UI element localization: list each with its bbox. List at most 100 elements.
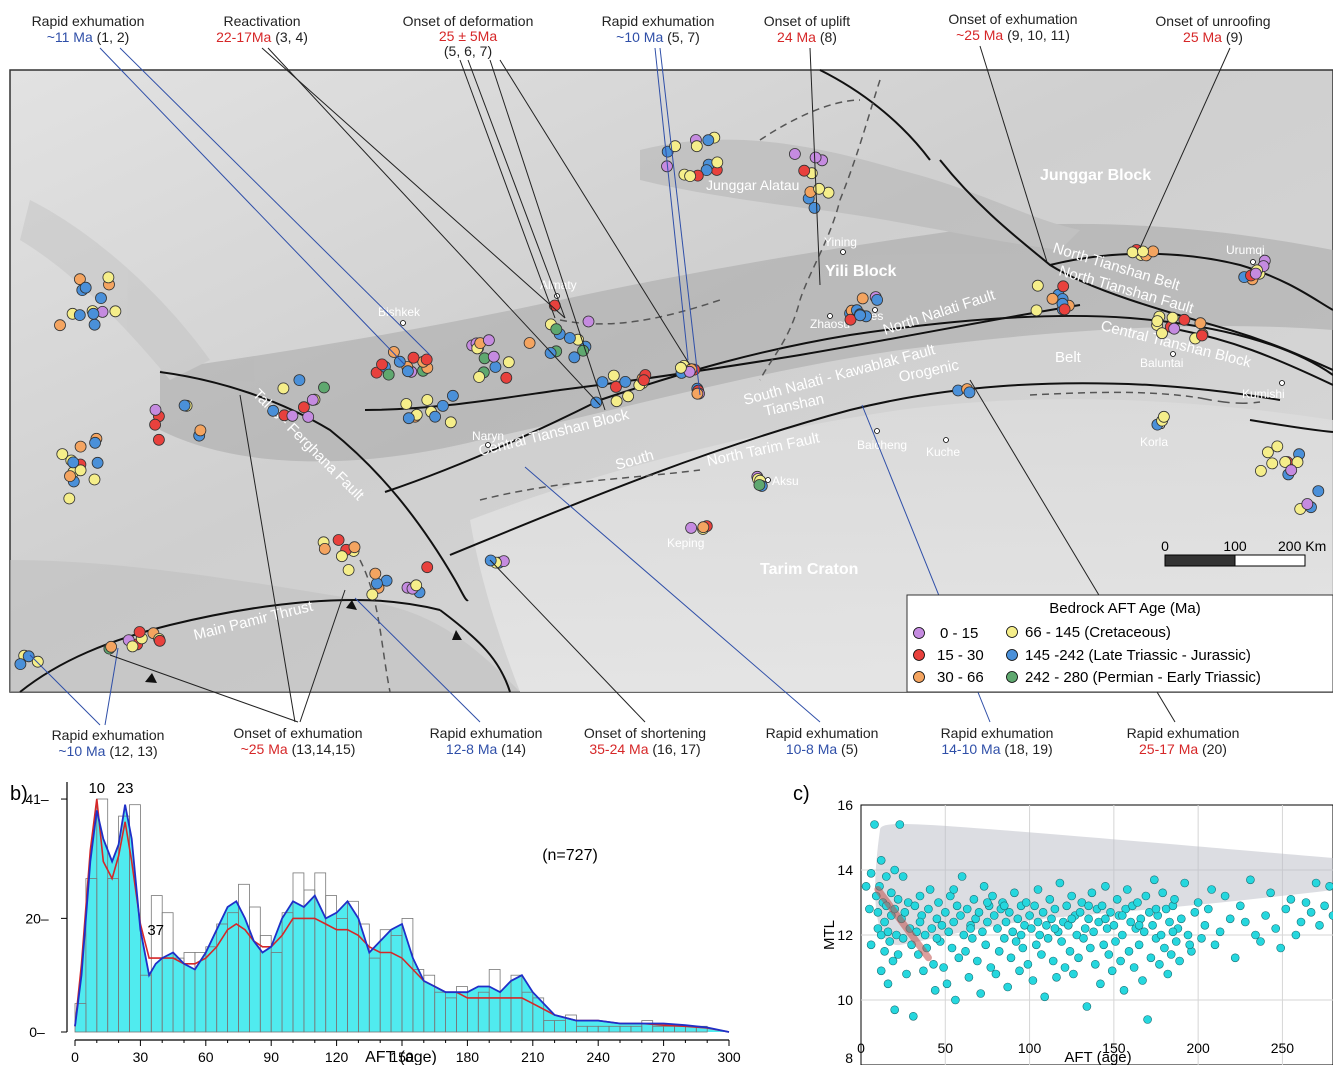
aft-sample-point bbox=[808, 201, 821, 214]
annotation-age: 22-17Ma bbox=[216, 29, 271, 45]
aft-sample-point bbox=[610, 380, 622, 393]
scatter-point bbox=[1065, 946, 1075, 956]
annotation-refs: (8) bbox=[816, 29, 837, 45]
scatter-point bbox=[1099, 940, 1108, 950]
scatter-point bbox=[1096, 979, 1105, 989]
city-label: Bishkek bbox=[378, 305, 421, 319]
panel-label-b: b) bbox=[10, 783, 28, 805]
scatter-point bbox=[883, 927, 893, 937]
scatter-point bbox=[1220, 891, 1230, 901]
scatter-point bbox=[1043, 933, 1053, 943]
legend-note: (Cretaceous) bbox=[1080, 624, 1171, 641]
city-label: Kumishi bbox=[1242, 387, 1285, 401]
scatter-point bbox=[949, 917, 959, 927]
annotation-title: Rapid exhumation bbox=[430, 725, 543, 741]
scatter-point bbox=[1080, 924, 1090, 933]
annotation-refs: (3, 4) bbox=[271, 29, 308, 45]
city-label: Naryn bbox=[472, 429, 504, 443]
scatter-point bbox=[1028, 976, 1038, 985]
scatter-point bbox=[1129, 963, 1139, 972]
scatter-axes: 0 50 100 150 200 250 8 10 12 14 16 bbox=[837, 797, 1294, 1065]
scatter-point bbox=[1107, 966, 1117, 976]
leader-line bbox=[104, 647, 119, 726]
scatter-point bbox=[1055, 878, 1065, 888]
scatter-point bbox=[966, 924, 975, 933]
scatter-point bbox=[1325, 882, 1333, 891]
scatter-point bbox=[1118, 930, 1127, 940]
scatter-point bbox=[1177, 914, 1186, 924]
scatter-point bbox=[893, 950, 903, 959]
sample-count-label: (n=727) bbox=[542, 847, 598, 864]
svg-text:~10 Ma (5, 7): ~10 Ma (5, 7) bbox=[616, 29, 700, 45]
density-curve-blue bbox=[74, 804, 730, 1033]
scatter-point bbox=[964, 972, 974, 982]
x-tick-label: 100 bbox=[1018, 1040, 1042, 1056]
leader-line bbox=[979, 45, 1048, 263]
fault-lines bbox=[19, 69, 1333, 693]
scatter-point bbox=[1236, 901, 1245, 911]
annotation-title: Reactivation bbox=[223, 13, 300, 29]
scatter-point bbox=[993, 924, 1002, 933]
leader-line bbox=[299, 589, 346, 723]
scatter-point bbox=[1116, 956, 1125, 966]
annotation-refs: (9) bbox=[1222, 29, 1243, 45]
aft-sample-point bbox=[277, 382, 290, 395]
scatter-point bbox=[1155, 959, 1164, 969]
svg-text:25-17 Ma (20): 25-17 Ma (20) bbox=[1139, 741, 1227, 757]
aft-sample-point bbox=[380, 574, 393, 587]
x-tick-label: 200 bbox=[1186, 1040, 1210, 1056]
scatter-point bbox=[1151, 904, 1161, 914]
aft-sample-point bbox=[500, 371, 513, 384]
aft-sample-point bbox=[675, 361, 687, 374]
annotation-title: Rapid exhumation bbox=[52, 727, 165, 743]
aft-sample-point bbox=[1285, 464, 1298, 477]
scatter-point bbox=[956, 911, 965, 920]
leader-line bbox=[29, 654, 101, 726]
scatter-point bbox=[986, 963, 996, 972]
peak-label: 10 bbox=[88, 780, 105, 797]
scatter-point bbox=[1251, 930, 1260, 940]
scatter-point bbox=[1320, 901, 1329, 911]
scatter-point bbox=[1040, 992, 1049, 1002]
annotation-age: 12-8 Ma bbox=[446, 741, 498, 757]
legend-swatch bbox=[1006, 626, 1018, 638]
scatter-point bbox=[1197, 933, 1206, 943]
scatter-point bbox=[1133, 898, 1142, 907]
scatter-point bbox=[1119, 985, 1129, 995]
scatter-point bbox=[870, 820, 879, 829]
annotation-title: Onset of deformation bbox=[403, 13, 534, 29]
scatter-point bbox=[888, 956, 898, 966]
scatter-point bbox=[1018, 943, 1028, 953]
svg-text:35-24 Ma (16, 17): 35-24 Ma (16, 17) bbox=[589, 741, 700, 757]
scatter-point bbox=[1069, 969, 1078, 979]
y-tick-label: 10 bbox=[837, 992, 853, 1008]
scatter-point bbox=[989, 911, 999, 920]
scatter-point bbox=[1148, 920, 1157, 930]
aft-sample-point bbox=[297, 401, 310, 414]
aft-sample-points bbox=[14, 131, 1325, 670]
aft-sample-point bbox=[844, 313, 857, 326]
aft-sample-point bbox=[685, 522, 697, 534]
scatter-point bbox=[927, 924, 937, 933]
annotation-refs: (18, 19) bbox=[1001, 741, 1053, 757]
aft-sample-point bbox=[582, 315, 595, 328]
x-axis-title: AFT (age) bbox=[1064, 1049, 1131, 1065]
aft-sample-point bbox=[436, 399, 449, 412]
scatter-point bbox=[1185, 940, 1194, 950]
aft-sample-point bbox=[856, 292, 869, 305]
leader-line bbox=[489, 559, 646, 723]
aft-sample-point bbox=[489, 361, 502, 373]
scatter-point bbox=[972, 956, 982, 966]
scatter-point bbox=[1266, 888, 1275, 898]
scatter-point bbox=[876, 966, 886, 976]
scatter-point bbox=[910, 901, 920, 911]
region-label: Tarim Craton bbox=[760, 561, 858, 578]
city-label: Urumqi bbox=[1226, 243, 1265, 257]
scatter-point bbox=[865, 904, 874, 914]
aft-sample-point bbox=[318, 543, 331, 555]
scatter-point bbox=[981, 940, 991, 950]
scatter-point bbox=[1207, 885, 1216, 894]
region-label: Belt bbox=[1055, 349, 1082, 366]
scatter-point bbox=[1193, 898, 1203, 907]
annotation-title: Onset of exhumation bbox=[233, 725, 362, 741]
